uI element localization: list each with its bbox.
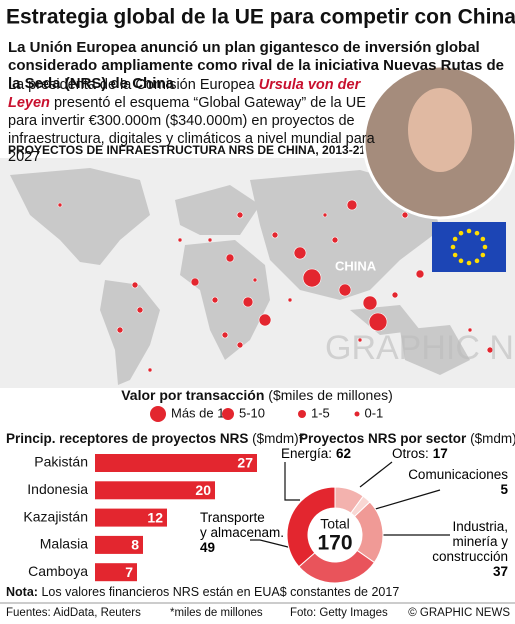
pie-title: Proyectos NRS por sector ($mdm) — [299, 431, 515, 446]
bar — [95, 508, 167, 527]
sources: Fuentes: AidData, Reuters — [6, 607, 141, 619]
bar-title-text: Princip. receptores de proyectos NRS — [6, 431, 248, 446]
legend-label: 1-5 — [311, 405, 330, 420]
bar-value: 7 — [125, 564, 133, 580]
star — [450, 244, 456, 250]
legend-title-text: Valor por transacción — [121, 387, 264, 403]
portrait-face — [408, 88, 472, 172]
title: Estrategia global de la UE para competir… — [6, 6, 515, 29]
subtitle: La Unión Europea anunció un plan gigante… — [8, 39, 505, 92]
star — [452, 252, 458, 258]
note-label: Nota: — [6, 585, 38, 599]
star — [474, 230, 480, 236]
bar-value: 8 — [131, 537, 139, 553]
donut-label: Otros: 17 — [392, 446, 448, 461]
legend-swatch — [354, 411, 360, 417]
star — [466, 228, 472, 234]
donut-category: Otros: — [392, 446, 429, 461]
donut-value: 17 — [432, 446, 448, 461]
country-label: CHINA — [335, 258, 377, 273]
star — [480, 252, 486, 258]
map-title: PROYECTOS DE INFRAESTRUCTURA NRS DE CHIN… — [8, 143, 366, 157]
pie-title-text: Proyectos NRS por sector — [299, 431, 467, 446]
bar — [95, 563, 137, 582]
donut-category: Energía: — [281, 446, 333, 461]
star — [474, 258, 480, 264]
intro-name: Ursula von der Leyen — [8, 77, 361, 111]
intro-before: La presidenta de la Comisión Europea — [8, 77, 255, 93]
leader-lines — [250, 461, 450, 549]
legend-label: 0-1 — [365, 405, 384, 420]
bar-label: Indonesia — [27, 481, 88, 497]
legend-swatch — [222, 408, 234, 420]
legend-label: Más de 10 — [171, 405, 232, 420]
intro: La presidenta de la Comisión Europea Urs… — [8, 76, 378, 166]
donut-value: 49 — [200, 540, 216, 555]
bar — [95, 535, 143, 554]
legend-label: 5-10 — [239, 405, 265, 420]
pie-unit: ($mdm) — [470, 431, 515, 446]
watermark: GRAPHIC NEWS — [325, 329, 515, 367]
bar-title: Princip. receptores de proyectos NRS ($m… — [6, 431, 305, 446]
credit: © GRAPHIC NEWS — [408, 607, 510, 619]
bar-label: Malasia — [40, 536, 88, 552]
star — [466, 260, 472, 266]
donut-category: Comunicaciones — [408, 467, 508, 482]
bar-value: 12 — [147, 509, 163, 525]
legend-title: Valor por transacción ($miles de millone… — [121, 387, 393, 403]
land — [10, 168, 470, 385]
bar-label: Kazajistán — [23, 508, 88, 524]
photo-credit: Foto: Getty Images — [290, 607, 388, 619]
donut-label: Transporte y almacenam. 49 — [200, 510, 284, 555]
donut-label: Comunicaciones 5 — [408, 467, 508, 497]
donut-category: Industria, minería y construcción — [432, 519, 508, 564]
legend-unit: ($miles de millones) — [268, 387, 392, 403]
total-value: 170 — [317, 532, 352, 555]
donut-label: Industria, minería y construcción 37 — [432, 519, 508, 579]
donut-label: Energía: 62 — [281, 446, 351, 461]
bar-value: 20 — [195, 482, 211, 498]
bar-label: Camboya — [28, 563, 88, 579]
star — [482, 244, 488, 250]
note: Nota: Los valores financieros NRS están … — [6, 585, 399, 599]
eu-stars — [450, 228, 488, 266]
bar-unit: ($mdm)* — [252, 431, 304, 446]
note-text: Los valores financieros NRS están en EUA… — [41, 585, 399, 599]
donut-segment — [286, 486, 336, 568]
donut-category: Transporte y almacenam. — [200, 510, 285, 540]
map-bubbles — [57, 199, 494, 373]
bar-value: 27 — [237, 455, 253, 471]
total-label: Total — [320, 516, 350, 532]
donut-value: 62 — [336, 446, 352, 461]
donut-value: 5 — [500, 482, 508, 497]
footnote: *miles de millones — [170, 607, 263, 619]
star — [458, 258, 464, 264]
legend-swatch — [298, 410, 306, 418]
star — [452, 236, 458, 242]
donut-value: 37 — [492, 564, 508, 579]
bar — [95, 481, 215, 500]
star — [458, 230, 464, 236]
bar-label: Pakistán — [34, 454, 88, 470]
intro-after: presentó el esquema “Global Gateway” de … — [8, 95, 375, 165]
legend-swatch — [150, 406, 166, 422]
bar — [95, 454, 257, 472]
star — [480, 236, 486, 242]
